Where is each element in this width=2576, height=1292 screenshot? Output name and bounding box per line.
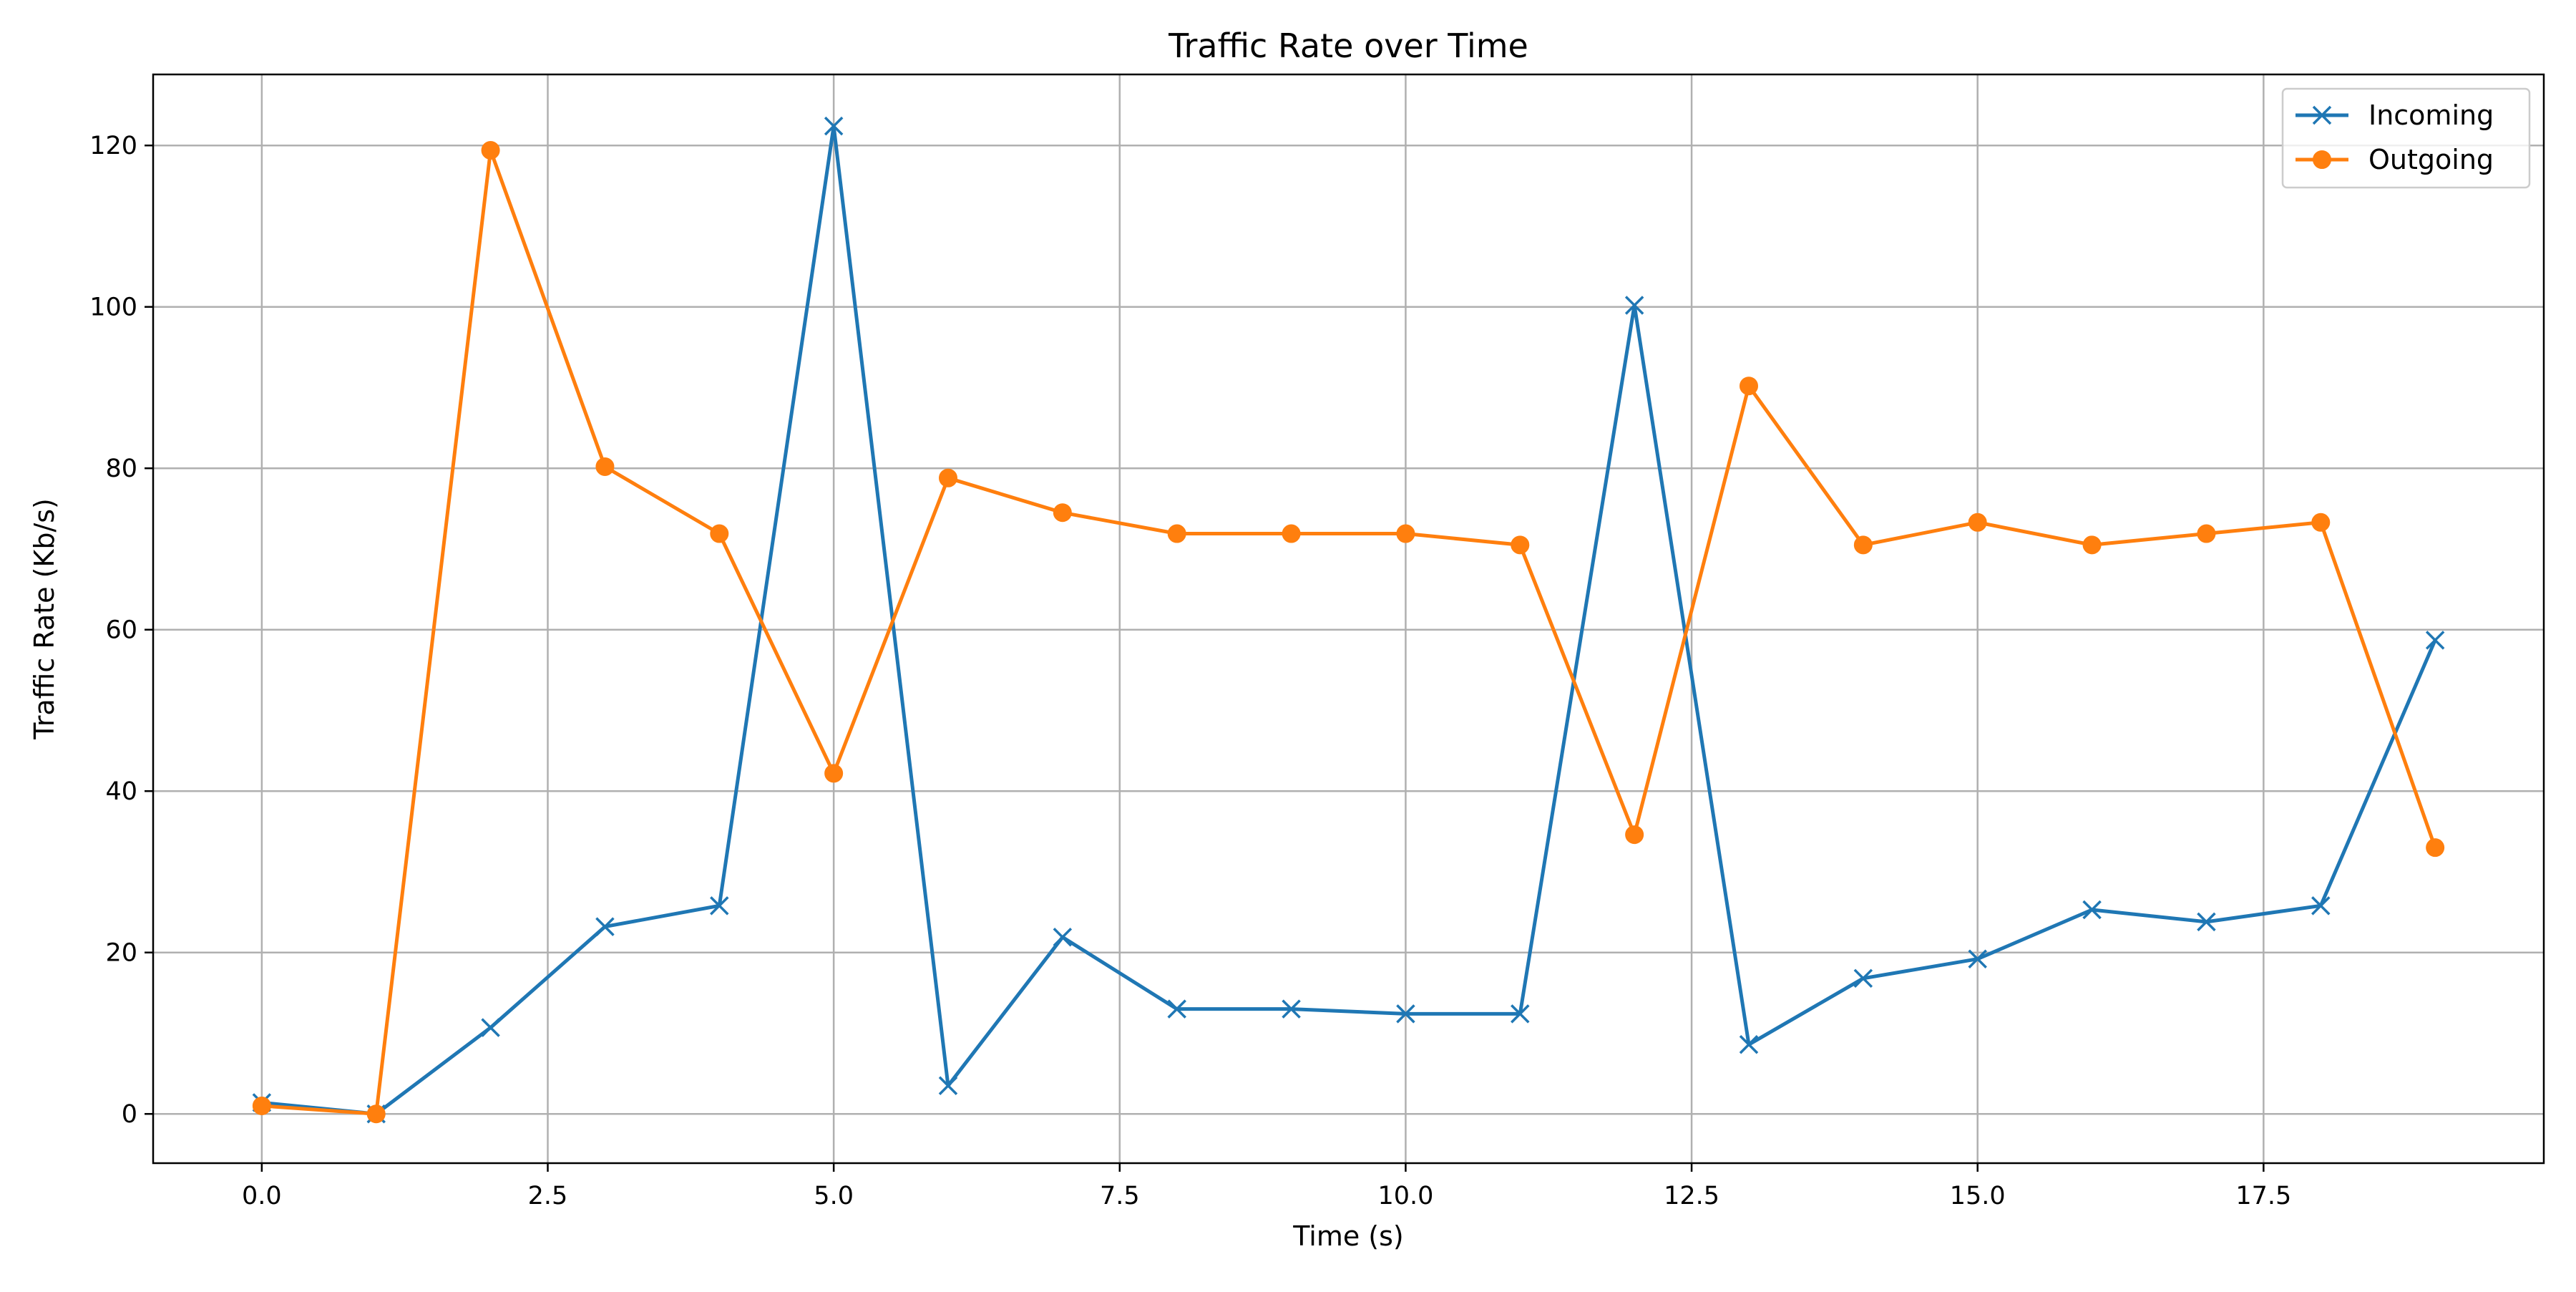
y-tick-label: 60: [105, 616, 137, 645]
data-point-outgoing: [2197, 524, 2216, 543]
x-tick-label: 5.0: [814, 1182, 854, 1210]
data-point-outgoing: [824, 764, 844, 783]
data-point-outgoing: [1396, 524, 1415, 543]
legend-label-incoming: Incoming: [2368, 99, 2494, 131]
data-point-incoming: [2311, 896, 2331, 915]
data-point-outgoing: [2426, 838, 2445, 858]
legend-label-outgoing: Outgoing: [2368, 144, 2494, 175]
data-point-incoming: [2082, 900, 2102, 920]
data-point-outgoing: [481, 140, 500, 160]
chart-title: Traffic Rate over Time: [1168, 26, 1528, 65]
series-incoming: [252, 116, 2445, 1124]
data-point-outgoing: [1968, 513, 1987, 532]
data-point-incoming: [938, 1076, 958, 1095]
data-point-incoming: [1053, 928, 1073, 947]
data-point-incoming: [1739, 1035, 1759, 1054]
data-point-incoming: [1624, 296, 1644, 315]
x-tick-label: 17.5: [2235, 1182, 2291, 1210]
data-point-outgoing: [1282, 524, 1301, 543]
x-tick-label: 15.0: [1950, 1182, 2006, 1210]
data-point-outgoing: [2311, 513, 2331, 532]
y-tick-label: 20: [105, 939, 137, 968]
data-point-outgoing: [252, 1096, 271, 1115]
data-point-incoming: [481, 1018, 500, 1037]
series-line-outgoing: [261, 148, 2437, 1116]
data-point-incoming: [2425, 631, 2445, 650]
x-tick-label: 0.0: [242, 1182, 282, 1210]
data-point-outgoing: [595, 457, 615, 476]
data-point-outgoing: [710, 524, 729, 543]
data-point-incoming: [595, 917, 615, 936]
data-point-incoming: [1968, 949, 1987, 968]
y-tick-label: 80: [105, 455, 137, 483]
legend: Incoming Outgoing: [2281, 87, 2531, 189]
legend-marker-incoming: [2312, 105, 2332, 125]
x-tick-label: 7.5: [1100, 1182, 1140, 1210]
data-point-outgoing: [939, 468, 958, 487]
data-point-incoming: [824, 116, 844, 136]
y-tick-label: 100: [89, 293, 137, 322]
data-point-outgoing: [2082, 535, 2102, 555]
legend-marker-outgoing: [2313, 150, 2331, 169]
ticks: 0.0 2.5 5.0 7.5 10.0 12.5 15.0 17.5 0 20 40 60 80 100…: [89, 132, 2291, 1210]
x-axis-label: Time (s): [1292, 1220, 1404, 1252]
series-outgoing: [252, 140, 2445, 1124]
y-tick-label: 120: [89, 132, 137, 160]
plot-frame: [152, 73, 2545, 1165]
x-tick-label: 2.5: [528, 1182, 568, 1210]
data-point-incoming: [1282, 999, 1301, 1019]
data-point-incoming: [1396, 1004, 1415, 1024]
grid: [153, 74, 2544, 1163]
data-point-incoming: [710, 896, 729, 915]
data-point-outgoing: [1053, 503, 1072, 523]
series-layer: [252, 116, 2445, 1124]
data-point-outgoing: [366, 1104, 386, 1124]
data-point-incoming: [1853, 968, 1873, 989]
data-point-incoming: [2197, 912, 2216, 932]
data-point-outgoing: [1625, 825, 1644, 845]
data-point-outgoing: [1739, 377, 1758, 396]
data-point-outgoing: [1511, 535, 1530, 555]
data-point-incoming: [1167, 999, 1186, 1019]
y-axis-label: Traffic Rate (Kb/s): [29, 498, 60, 740]
x-tick-label: 12.5: [1664, 1182, 1719, 1210]
y-tick-label: 0: [122, 1100, 137, 1129]
y-tick-label: 40: [105, 777, 137, 806]
data-point-incoming: [1511, 1004, 1530, 1024]
x-tick-label: 10.0: [1377, 1182, 1433, 1210]
data-point-outgoing: [1853, 535, 1873, 555]
data-point-outgoing: [1167, 524, 1186, 543]
series-line-incoming: [261, 124, 2437, 1116]
